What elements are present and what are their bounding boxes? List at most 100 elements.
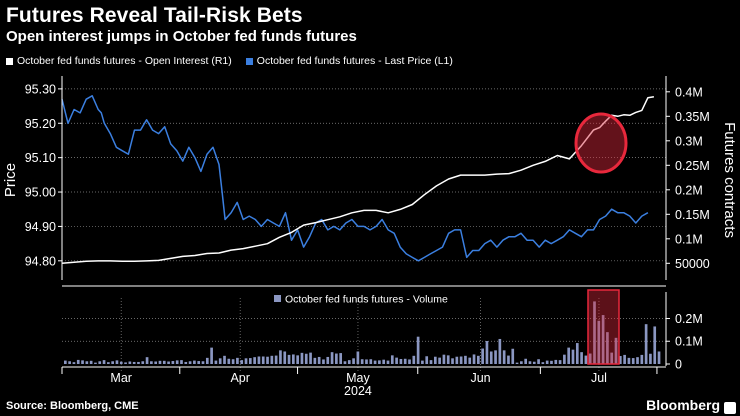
bloomberg-logo: Bloomberg <box>646 397 720 413</box>
tick-label-price-4: 95.20 <box>25 117 56 131</box>
tick-label-contracts-2: 0.15M <box>675 208 710 222</box>
volume-bar-40 <box>236 357 239 364</box>
volume-bar-28 <box>184 361 188 364</box>
volume-bar-77 <box>395 357 398 364</box>
volume-bar-44 <box>253 357 256 364</box>
tick-label-price-1: 94.90 <box>25 220 56 234</box>
bloomberg-mark-icon <box>724 402 736 414</box>
volume-bar-20 <box>150 361 153 364</box>
gridlines <box>62 88 666 372</box>
volume-bar-47 <box>266 356 269 364</box>
volume-bar-73 <box>378 360 381 364</box>
volume-bar-74 <box>382 359 386 364</box>
axis-labels: 94.80 94.90 95.00 95.10 95.20 95.30 50000 0.1M 0… <box>2 82 738 398</box>
volume-bar-82 <box>416 336 420 364</box>
volume-bar-107 <box>524 358 527 364</box>
volume-bar-111 <box>541 362 545 364</box>
top-legend: October fed funds futures - Open Interes… <box>6 55 453 67</box>
volume-bar-122 <box>588 353 592 364</box>
volume-bar-71 <box>369 359 373 364</box>
volume-bar-10 <box>107 362 110 364</box>
volume-bar-103 <box>507 355 510 364</box>
legend-label-open-interest: October fed funds futures - Open Interes… <box>17 55 232 67</box>
volume-bar-75 <box>386 360 390 364</box>
volume-bar-105 <box>515 362 519 364</box>
series-line-open-interest <box>61 95 655 265</box>
x-tick-label-jun: Jun <box>470 371 490 385</box>
series-lines <box>61 95 655 265</box>
volume-bar-100 <box>494 350 497 364</box>
volume-bar-129 <box>618 356 622 364</box>
volume-bar-52 <box>287 354 291 364</box>
volume-bar-112 <box>545 360 549 364</box>
volume-bar-26 <box>175 360 179 364</box>
volume-bar-92 <box>459 356 463 364</box>
volume-bar-58 <box>313 357 317 364</box>
volume-bar-96 <box>477 355 480 364</box>
volume-bar-113 <box>550 360 553 364</box>
volume-bar-35 <box>214 360 218 364</box>
x-tick-label-jul: Jul <box>591 371 607 385</box>
volume-bar-4 <box>81 360 84 364</box>
volume-bar-46 <box>261 356 265 364</box>
volume-bar-91 <box>455 356 459 364</box>
tick-label-contracts-4: 0.25M <box>675 159 710 173</box>
volume-bar-33 <box>205 357 209 364</box>
volume-bar-22 <box>158 360 162 364</box>
volume-bar-17 <box>137 361 140 364</box>
volume-bar-56 <box>304 353 308 364</box>
volume-bar-128 <box>614 337 618 364</box>
y-axis-title-price: Price <box>2 163 19 197</box>
volume-bar-23 <box>162 360 166 364</box>
volume-bar-116 <box>563 354 566 364</box>
volume-bar-124 <box>597 320 601 364</box>
volume-bars <box>64 301 661 364</box>
volume-bar-34 <box>210 347 213 364</box>
volume-bar-53 <box>292 354 295 364</box>
volume-bar-93 <box>464 355 467 364</box>
volume-bar-79 <box>403 358 407 364</box>
volume-bar-30 <box>193 360 196 364</box>
chart-title: Futures Reveal Tail-Risk Bets <box>6 4 303 27</box>
volume-bar-69 <box>360 359 364 364</box>
volume-bar-72 <box>373 360 377 364</box>
volume-bar-12 <box>115 360 119 364</box>
x-year-label: 2024 <box>344 384 372 398</box>
tick-label-volume-1: 0.1M <box>675 335 703 349</box>
volume-bar-119 <box>575 343 579 364</box>
tick-label-contracts-6: 0.35M <box>675 110 710 124</box>
volume-bar-37 <box>223 355 226 364</box>
volume-bar-78 <box>399 358 403 364</box>
volume-bar-42 <box>244 358 248 364</box>
volume-bar-99 <box>489 351 493 364</box>
volume-bar-108 <box>528 361 532 364</box>
volume-bar-132 <box>631 358 635 364</box>
source-note: Source: Bloomberg, CME <box>6 400 139 412</box>
volume-bar-133 <box>636 357 639 364</box>
volume-bar-39 <box>231 359 235 364</box>
volume-bar-55 <box>300 352 304 364</box>
volume-bar-90 <box>451 358 454 364</box>
volume-bar-9 <box>102 360 106 364</box>
volume-bar-134 <box>640 354 644 364</box>
volume-bar-98 <box>485 341 489 364</box>
volume-bar-54 <box>296 355 299 364</box>
volume-bar-43 <box>248 358 252 364</box>
volume-bar-66 <box>347 360 351 364</box>
volume-bar-135 <box>644 324 648 364</box>
volume-bar-117 <box>567 347 571 364</box>
volume-bar-11 <box>111 361 114 364</box>
volume-bar-120 <box>580 352 583 364</box>
volume-bar-18 <box>141 361 145 364</box>
volume-bar-67 <box>352 358 355 364</box>
volume-bar-126 <box>606 332 609 364</box>
volume-bar-8 <box>98 361 102 364</box>
chart-subtitle: Open interest jumps in October fed funds… <box>6 28 357 45</box>
volume-bar-125 <box>601 315 605 364</box>
volume-legend-label: October fed funds futures - Volume <box>285 294 448 306</box>
volume-bar-94 <box>468 357 472 364</box>
volume-bar-86 <box>433 356 437 364</box>
volume-bar-65 <box>343 361 347 364</box>
volume-bar-123 <box>593 301 596 364</box>
